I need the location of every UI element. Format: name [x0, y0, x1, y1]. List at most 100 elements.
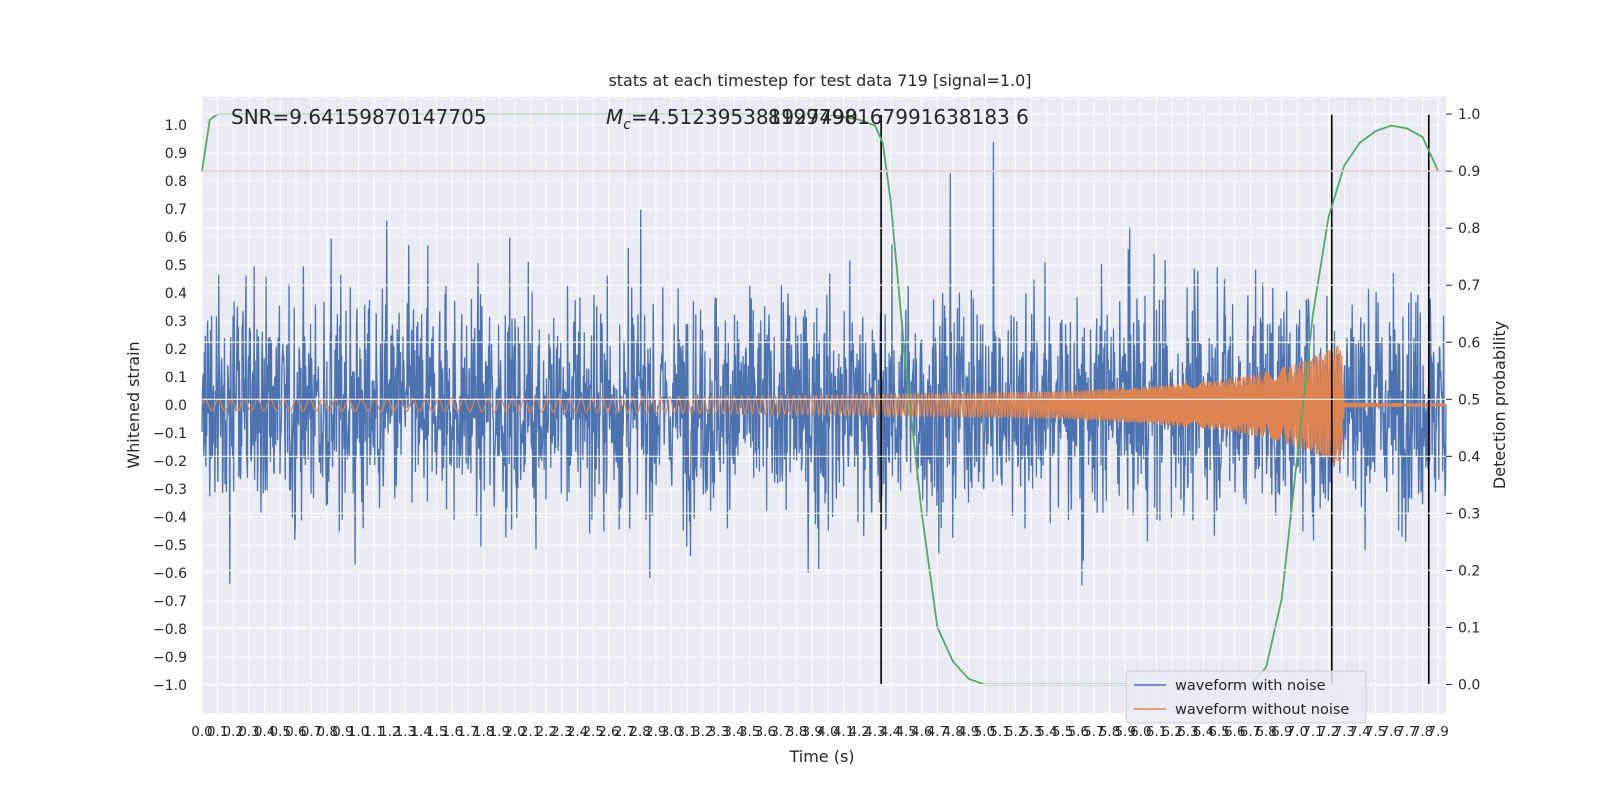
y-tick-label: −1.0 — [153, 678, 187, 694]
x-tick-label: 4.8 — [942, 724, 963, 740]
right-tick-label: 1.0 — [1458, 107, 1480, 123]
x-tick-label: 0.9 — [332, 724, 353, 740]
x-tick-label: 7.3 — [1334, 724, 1355, 740]
mc-value: =4.512395381927490 — [631, 105, 858, 129]
x-tick-label: 2.8 — [629, 724, 650, 740]
x-tick-label: 6.1 — [1146, 724, 1167, 740]
x-tick-label: 5.2 — [1005, 724, 1026, 740]
x-tick-label: 3.1 — [676, 724, 697, 740]
x-tick-label: 7.4 — [1349, 724, 1370, 740]
x-tick-label: 3.9 — [802, 724, 823, 740]
x-tick-label: 0.5 — [269, 724, 290, 740]
x-tick-label: 6.4 — [1193, 724, 1214, 740]
x-tick-label: 4.5 — [895, 724, 916, 740]
x-tick-label: 3.7 — [770, 724, 791, 740]
x-tick-label: 1.7 — [457, 724, 478, 740]
legend-box — [1125, 670, 1367, 724]
right-tick-label: 0.8 — [1458, 221, 1480, 237]
right-tick-label: 0.6 — [1458, 335, 1480, 351]
y-tick-label: 0.4 — [165, 286, 187, 302]
right-tick-label: 0.4 — [1458, 449, 1480, 465]
x-tick-label: 2.3 — [551, 724, 572, 740]
mc-symbol: M — [606, 105, 623, 129]
x-tick-label: 3.3 — [708, 724, 729, 740]
x-tick-label: 5.6 — [1068, 724, 1089, 740]
x-tick-label: 3.6 — [755, 724, 776, 740]
y-axis-label-right: Detection probability — [1490, 321, 1509, 489]
x-tick-label: 2.4 — [567, 724, 588, 740]
mc-overlap-annotation: 8199798167991638183 6 — [768, 105, 1029, 129]
x-tick-label: 4.0 — [817, 724, 838, 740]
x-tick-label: 2.2 — [536, 724, 557, 740]
x-tick-label: 1.8 — [473, 724, 494, 740]
right-tick-label: 0.3 — [1458, 506, 1480, 522]
x-tick-label: 1.9 — [489, 724, 510, 740]
right-tick-label: 0.0 — [1458, 677, 1480, 693]
x-tick-label: 5.5 — [1052, 724, 1073, 740]
y-tick-label: −0.3 — [153, 482, 187, 498]
y-tick-label: −0.9 — [153, 650, 187, 666]
y-tick-label: −0.7 — [153, 594, 187, 610]
y-tick-label: −0.1 — [153, 426, 187, 442]
right-tick-label: 0.2 — [1458, 563, 1480, 579]
x-tick-label: 4.9 — [958, 724, 979, 740]
x-tick-label: 2.9 — [645, 724, 666, 740]
x-tick-label: 0.2 — [223, 724, 244, 740]
x-tick-label: 0.3 — [238, 724, 259, 740]
x-tick-label: 1.5 — [426, 724, 447, 740]
x-tick-label: 4.2 — [848, 724, 869, 740]
x-tick-label: 1.1 — [363, 724, 384, 740]
x-tick-label: 6.3 — [1177, 724, 1198, 740]
right-tick-label: 0.5 — [1458, 392, 1480, 408]
x-tick-label: 4.3 — [864, 724, 885, 740]
x-tick-label: 0.1 — [207, 724, 228, 740]
right-tick-label: 0.9 — [1458, 164, 1480, 180]
chart-title: stats at each timestep for test data 719… — [608, 71, 1031, 90]
legend: waveform with noise waveform without noi… — [1125, 670, 1367, 724]
x-tick-label: 6.9 — [1271, 724, 1292, 740]
y-tick-label: −0.2 — [153, 454, 187, 470]
x-tick-label: 0.0 — [191, 724, 212, 740]
x-tick-label: 4.1 — [833, 724, 854, 740]
y-tick-label: −0.5 — [153, 538, 187, 554]
x-tick-label: 1.3 — [395, 724, 416, 740]
x-tick-label: 7.6 — [1380, 724, 1401, 740]
x-tick-label: 7.2 — [1318, 724, 1339, 740]
y-tick-label: −0.4 — [153, 510, 187, 526]
y-tick-label: −0.6 — [153, 566, 187, 582]
x-tick-label: 6.2 — [1161, 724, 1182, 740]
x-tick-label: 3.2 — [692, 724, 713, 740]
x-tick-label: 3.4 — [723, 724, 744, 740]
mc-subscript: c — [623, 117, 631, 133]
x-tick-label: 5.0 — [974, 724, 995, 740]
x-tick-label: 0.6 — [285, 724, 306, 740]
x-tick-label: 6.8 — [1255, 724, 1276, 740]
y-tick-label: 0.8 — [165, 174, 187, 190]
x-tick-label: 4.6 — [911, 724, 932, 740]
x-tick-label: 0.7 — [301, 724, 322, 740]
legend-label-clean: waveform without noise — [1175, 702, 1349, 718]
x-tick-label: 6.7 — [1240, 724, 1261, 740]
snr-annotation: SNR=9.64159870147705 — [231, 105, 487, 129]
right-tick-label: 0.7 — [1458, 278, 1480, 294]
series-waveform-without-noise — [201, 345, 1447, 466]
x-tick-label: 5.3 — [1021, 724, 1042, 740]
x-tick-label: 0.8 — [316, 724, 337, 740]
x-tick-label: 3.0 — [661, 724, 682, 740]
x-tick-label: 2.5 — [582, 724, 603, 740]
x-tick-label: 2.7 — [614, 724, 635, 740]
x-tick-label: 2.1 — [520, 724, 541, 740]
y-axis-label: Whitened strain — [124, 341, 143, 468]
x-tick-label: 6.6 — [1224, 724, 1245, 740]
x-tick-label: 3.8 — [786, 724, 807, 740]
y-tick-label: 0.9 — [165, 146, 187, 162]
y-tick-label: 0.1 — [165, 370, 187, 386]
x-tick-label: 4.7 — [927, 724, 948, 740]
x-axis-label: Time (s) — [788, 747, 854, 766]
x-tick-label: 6.0 — [1130, 724, 1151, 740]
y-tick-label: 0.5 — [165, 258, 187, 274]
x-tick-label: 7.7 — [1396, 724, 1417, 740]
y-tick-label: −0.8 — [153, 622, 187, 638]
x-tick-label: 5.7 — [1083, 724, 1104, 740]
